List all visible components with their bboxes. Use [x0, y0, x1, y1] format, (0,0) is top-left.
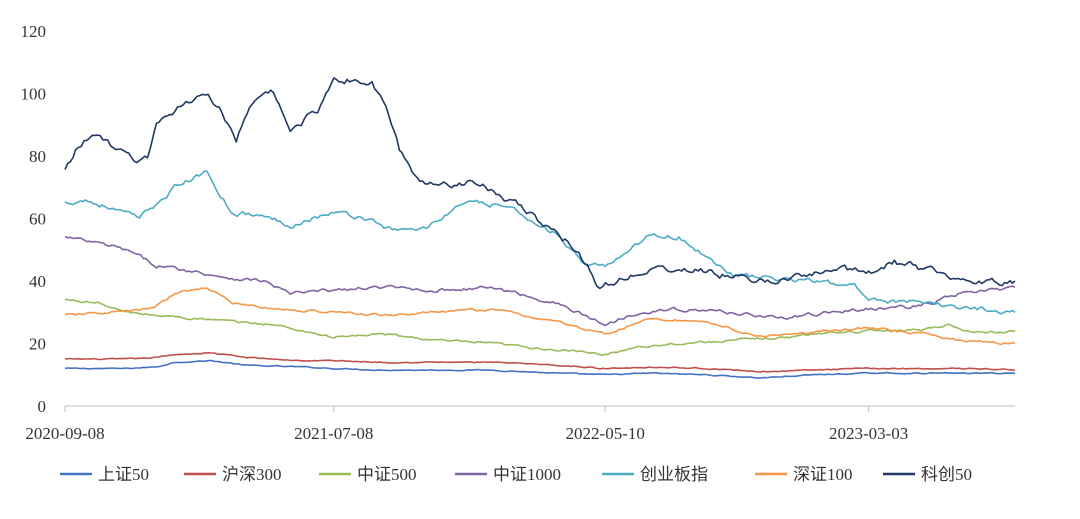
legend-label: 科创50	[921, 465, 972, 484]
series-line	[64, 170, 1016, 315]
x-tick-label: 2020-09-08	[25, 424, 104, 443]
legend-label: 深证100	[793, 465, 853, 484]
y-tick-label: 0	[38, 397, 47, 416]
y-tick-label: 20	[29, 335, 46, 354]
y-tick-label: 100	[21, 85, 47, 104]
series-line	[64, 298, 1016, 356]
x-tick-label: 2021-07-08	[294, 424, 373, 443]
legend-label: 中证1000	[493, 465, 561, 484]
x-axis: 2020-09-08 2021-07-08 2022-05-10 2023-03-03	[25, 405, 1015, 443]
legend-label: 创业板指	[640, 465, 708, 484]
legend-label: 中证500	[357, 465, 417, 484]
legend-label: 上证50	[98, 465, 149, 484]
series-line	[64, 77, 1016, 290]
series-line	[64, 351, 1015, 373]
series-line	[64, 235, 1016, 327]
x-tick-label: 2022-05-10	[566, 424, 645, 443]
y-tick-label: 120	[21, 22, 47, 41]
y-tick-label: 60	[29, 210, 46, 229]
series-line	[64, 287, 1016, 346]
y-tick-label: 40	[29, 272, 46, 291]
y-axis: 0 20 40 60 80 100 120	[21, 22, 47, 416]
x-tick-label: 2023-03-03	[829, 424, 908, 443]
series-layer	[64, 77, 1016, 379]
legend-label: 沪深300	[222, 465, 282, 484]
y-tick-label: 80	[29, 147, 46, 166]
legend: 上证50 沪深300 中证500 中证1000 创业板指 深证100 科创50	[60, 465, 972, 484]
series-line	[64, 359, 1015, 379]
